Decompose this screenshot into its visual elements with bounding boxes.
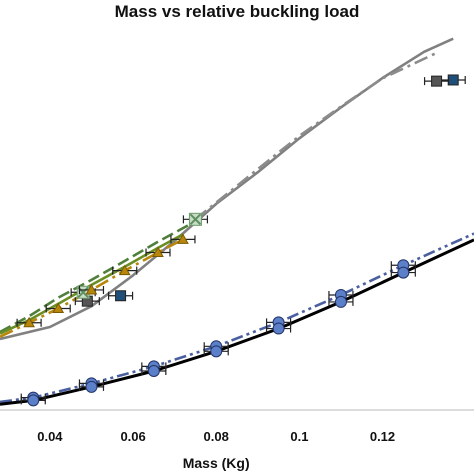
markers-group <box>16 74 466 407</box>
x-tick-labels: 0.04 0.06 0.08 0.1 0.12 <box>37 429 395 444</box>
triangle-marker <box>152 246 164 258</box>
series-7-point-6 <box>170 233 196 244</box>
x-tick-label-0: 0.04 <box>37 429 63 444</box>
circle-marker <box>210 345 223 358</box>
triangle-marker <box>118 264 131 276</box>
series-1-point-1 <box>423 75 450 87</box>
circle-marker <box>397 266 410 279</box>
square-marker <box>447 74 459 86</box>
series-9-point-3 <box>141 365 167 378</box>
x-tick-label-2: 0.08 <box>204 429 229 444</box>
x-marker <box>189 213 202 226</box>
series-group <box>0 37 474 406</box>
series-9-point-1 <box>20 394 46 407</box>
series-8-line <box>0 232 474 404</box>
series-9-point-2 <box>78 380 105 393</box>
series-9-point-4 <box>203 345 229 358</box>
series-7-point-3 <box>78 283 105 295</box>
series-7-point-2 <box>45 302 71 313</box>
series-7-point-4 <box>112 264 138 276</box>
chart-title: Mass vs relative buckling load <box>114 2 360 21</box>
circle-marker <box>85 380 98 393</box>
circle-marker <box>272 322 285 335</box>
series-2-point-1 <box>182 212 209 226</box>
series-0-point-1 <box>440 74 466 86</box>
series-9-point-6 <box>328 295 354 308</box>
x-axis-label: Mass (Kg) <box>183 455 250 471</box>
series-3-line <box>0 37 454 341</box>
circle-marker <box>334 295 347 308</box>
triangle-marker <box>52 302 65 313</box>
triangle-marker <box>85 283 98 295</box>
triangle-marker <box>177 233 189 244</box>
circle-marker <box>147 365 160 378</box>
x-tick-label-3: 0.1 <box>290 429 308 444</box>
x-tick-label-1: 0.06 <box>120 429 145 444</box>
square-marker <box>115 290 127 302</box>
series-0-point-0 <box>107 290 134 302</box>
series-9-point-5 <box>265 322 292 335</box>
series-7-point-1 <box>16 316 42 328</box>
series-4-line <box>194 51 438 221</box>
circle-marker <box>27 394 40 407</box>
x-tick-label-4: 0.12 <box>370 429 395 444</box>
series-5-line <box>0 222 192 334</box>
triangle-marker <box>23 316 35 328</box>
square-marker <box>431 75 443 87</box>
series-7-point-5 <box>145 246 171 258</box>
series-9-point-7 <box>390 266 416 279</box>
